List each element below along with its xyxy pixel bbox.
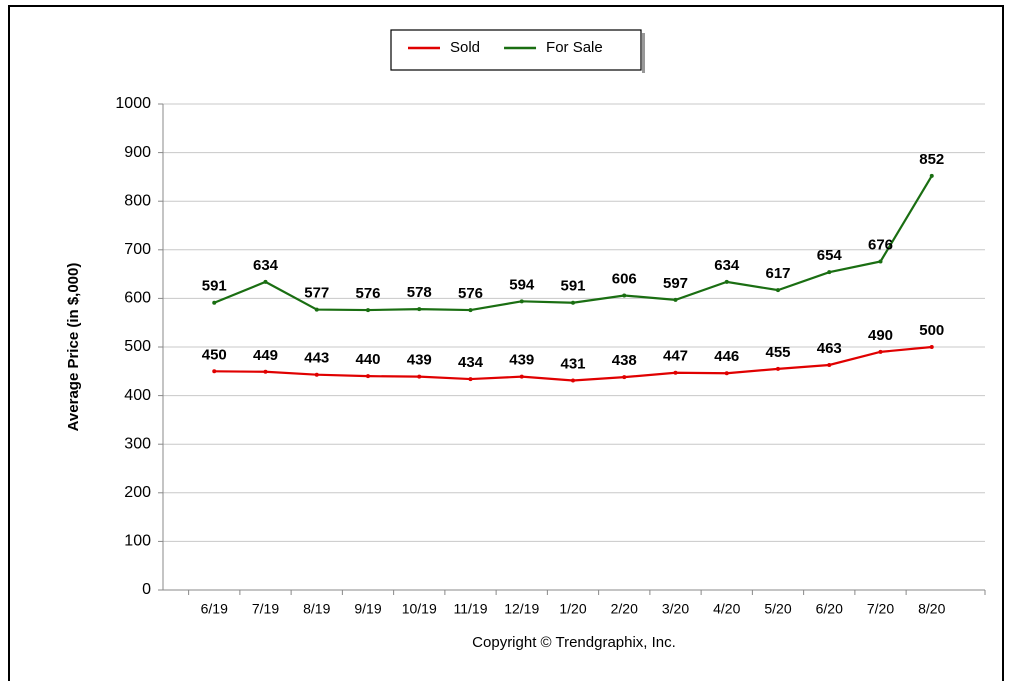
data-label: 490 (868, 327, 893, 344)
y-tick-label: 100 (124, 533, 151, 550)
data-label: 617 (765, 265, 790, 282)
data-label: 591 (560, 278, 585, 295)
data-label: 634 (253, 257, 279, 274)
point (827, 270, 832, 275)
data-label: 434 (458, 354, 484, 371)
point (212, 369, 217, 374)
x-tick-label: 11/19 (454, 601, 488, 617)
x-tick-label: 9/19 (354, 601, 381, 617)
point (212, 300, 217, 305)
legend: Sold For Sale (390, 29, 645, 73)
data-label: 852 (919, 151, 944, 168)
data-label: 446 (714, 348, 739, 365)
x-tick-label: 7/19 (252, 601, 279, 617)
y-tick-label: 800 (124, 192, 151, 209)
point (366, 308, 370, 313)
legend-shadow (642, 33, 645, 73)
data-label: 463 (817, 340, 842, 357)
data-label: 450 (202, 346, 227, 363)
point (724, 279, 729, 284)
point (571, 300, 575, 305)
point (673, 370, 678, 375)
legend-label: Sold (450, 39, 480, 56)
point (519, 299, 524, 304)
x-tick-label: 8/19 (303, 601, 330, 617)
point (571, 378, 575, 383)
data-label: 654 (817, 247, 843, 264)
data-label: 594 (509, 276, 535, 293)
point (417, 374, 422, 379)
data-label: 449 (253, 347, 278, 364)
point (878, 259, 883, 264)
y-tick-label: 1000 (115, 95, 151, 112)
y-tick-label: 0 (142, 581, 151, 598)
x-tick-label: 4/20 (713, 601, 740, 617)
point (519, 374, 524, 379)
data-label: 443 (304, 350, 329, 367)
point (622, 293, 627, 298)
point (878, 349, 883, 354)
point (468, 308, 473, 313)
point (366, 374, 370, 379)
y-tick-label: 300 (124, 435, 151, 452)
legend-box (390, 29, 642, 71)
x-tick-label: 8/20 (918, 601, 945, 617)
data-label: 597 (663, 275, 688, 292)
x-tick-label: 5/20 (764, 601, 791, 617)
data-label: 455 (765, 344, 790, 361)
frame (8, 5, 1004, 681)
point (622, 375, 627, 380)
point (263, 369, 268, 374)
x-tick-label: 10/19 (402, 601, 437, 617)
y-tick-label: 200 (124, 484, 151, 501)
data-label: 447 (663, 348, 688, 365)
point (724, 371, 729, 376)
y-tick-label: 700 (124, 241, 151, 258)
point (673, 297, 678, 302)
data-label: 634 (714, 257, 740, 274)
point (314, 307, 319, 312)
point (263, 279, 268, 284)
data-label: 500 (919, 322, 944, 339)
x-tick-label: 2/20 (611, 601, 638, 617)
y-tick-label: 600 (124, 290, 151, 307)
data-label: 438 (612, 352, 637, 369)
point (929, 345, 934, 349)
data-label: 577 (304, 285, 329, 302)
x-tick-label: 3/20 (662, 601, 689, 617)
data-label: 576 (458, 285, 483, 302)
x-axis-label: Copyright © Trendgraphix, Inc. (472, 634, 676, 651)
y-tick-label: 900 (124, 144, 151, 161)
y-tick-label: 400 (124, 387, 151, 404)
data-label: 439 (407, 352, 432, 369)
point (776, 288, 780, 293)
y-axis-label: Average Price (in $,000) (65, 263, 82, 432)
x-tick-label: 6/20 (816, 601, 843, 617)
x-tick-label: 7/20 (867, 601, 894, 617)
data-label: 578 (407, 284, 432, 301)
point (417, 307, 422, 312)
x-tick-label: 6/19 (201, 601, 228, 617)
x-tick-label: 1/20 (559, 601, 586, 617)
data-label: 576 (355, 285, 380, 302)
point (314, 372, 319, 377)
point (929, 173, 934, 178)
data-label: 431 (560, 356, 585, 373)
data-label: 440 (355, 351, 380, 368)
data-label: 606 (612, 270, 637, 287)
data-label: 439 (509, 352, 534, 369)
data-label: 591 (202, 278, 227, 295)
point (776, 366, 780, 371)
y-tick-label: 500 (124, 338, 151, 355)
data-label: 676 (868, 236, 893, 253)
x-tick-label: 12/19 (504, 601, 539, 617)
point (468, 377, 473, 382)
legend-label: For Sale (546, 39, 603, 56)
point (827, 362, 832, 367)
